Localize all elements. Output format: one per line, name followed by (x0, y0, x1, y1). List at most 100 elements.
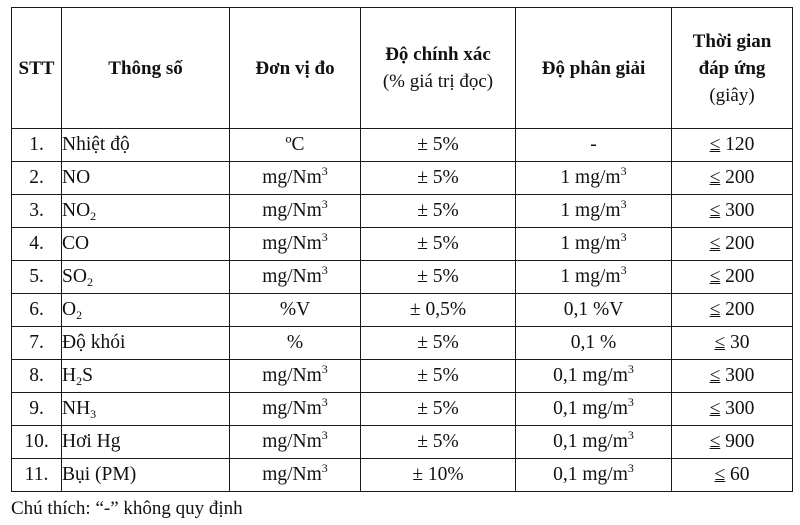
parameter-subscript: 3 (90, 407, 97, 421)
resolution-superscript: 3 (627, 461, 634, 475)
unit-superscript: 3 (321, 197, 328, 211)
table-row: 7. Độ khói% ± 5% 0,1 % ≤ 30 (11, 326, 793, 360)
cell-unit: mg/Nm3 (229, 161, 361, 195)
cell-response-time: ≤ 200 (671, 293, 793, 327)
cell-parameter: NO2 (61, 194, 230, 228)
resolution-text: 0,1 % (570, 332, 617, 353)
less-equal-symbol: ≤ (709, 431, 721, 452)
cell-parameter: O2 (61, 293, 230, 327)
parameter-subscript: 2 (76, 374, 83, 388)
cell-response-time: ≤ 200 (671, 161, 793, 195)
unit-text: ºC (285, 134, 305, 155)
cell-resolution: 0,1 mg/m3 (515, 425, 672, 459)
less-equal-symbol: ≤ (709, 233, 721, 254)
unit-text: %V (279, 299, 311, 320)
table-row: 11. Bụi (PM) mg/Nm3 ± 10% 0,1 mg/m3 ≤ 60 (11, 458, 793, 492)
response-time-value: 300 (720, 200, 755, 221)
less-equal-symbol: ≤ (709, 365, 721, 386)
unit-superscript: 3 (321, 362, 328, 376)
cell-resolution: 1 mg/m3 (515, 227, 672, 261)
parameter-subscript: 2 (90, 209, 97, 223)
header-row: STT Thông số Đơn vị đo Độ chính xác (% g… (11, 7, 793, 129)
header-accuracy: Độ chính xác (% giá trị đọc) (360, 7, 516, 129)
parameter-name: NO (62, 167, 91, 188)
less-equal-symbol: ≤ (714, 464, 726, 485)
cell-stt: 9. (11, 392, 62, 426)
cell-parameter: SO2 (61, 260, 230, 294)
table-row: 2. NO mg/Nm3 ± 5% 1 mg/m3 ≤ 200 (11, 161, 793, 195)
less-equal-symbol: ≤ (709, 266, 721, 287)
response-time-value: 200 (720, 299, 755, 320)
cell-unit: mg/Nm3 (229, 392, 361, 426)
parameter-name: CO (62, 233, 90, 254)
parameter-subscript: 2 (76, 308, 83, 322)
header-response-sub: (giây) (709, 84, 755, 106)
cell-accuracy: ± 5% (360, 128, 516, 162)
table-row: 10. Hơi Hg mg/Nm3 ± 5% 0,1 mg/m3 ≤ 900 (11, 425, 793, 459)
cell-accuracy: ± 5% (360, 326, 516, 360)
cell-resolution: 1 mg/m3 (515, 161, 672, 195)
response-time-value: 200 (720, 167, 755, 188)
unit-superscript: 3 (321, 395, 328, 409)
cell-accuracy: ± 0,5% (360, 293, 516, 327)
unit-text: mg/Nm (262, 167, 322, 188)
resolution-superscript: 3 (620, 263, 627, 277)
unit-text: mg/Nm (262, 464, 322, 485)
header-parameter: Thông số (61, 7, 230, 129)
cell-stt: 3. (11, 194, 62, 228)
cell-stt: 7. (11, 326, 62, 360)
less-equal-symbol: ≤ (709, 299, 721, 320)
unit-text: mg/Nm (262, 200, 322, 221)
cell-response-time: ≤ 300 (671, 194, 793, 228)
cell-accuracy: ± 5% (360, 392, 516, 426)
resolution-text: 0,1 %V (563, 299, 624, 320)
cell-stt: 4. (11, 227, 62, 261)
cell-parameter: Bụi (PM) (61, 458, 230, 492)
cell-response-time: ≤ 60 (671, 458, 793, 492)
cell-resolution: 0,1 %V (515, 293, 672, 327)
cell-stt: 10. (11, 425, 62, 459)
cell-unit: mg/Nm3 (229, 194, 361, 228)
cell-stt: 5. (11, 260, 62, 294)
cell-accuracy: ± 5% (360, 260, 516, 294)
cell-unit: mg/Nm3 (229, 458, 361, 492)
header-accuracy-sub: (% giá trị đọc) (382, 71, 494, 92)
cell-unit: mg/Nm3 (229, 227, 361, 261)
resolution-text: 0,1 mg/m (553, 464, 628, 485)
table-row: 8. H2S mg/Nm3 ± 5% 0,1 mg/m3 ≤ 300 (11, 359, 793, 393)
table-row: 9. NH3 mg/Nm3 ± 5% 0,1 mg/m3 ≤ 300 (11, 392, 793, 426)
header-resolution: Độ phân giải (515, 7, 672, 129)
unit-text: mg/Nm (262, 233, 322, 254)
response-time-value: 900 (720, 431, 755, 452)
resolution-text: 0,1 mg/m (553, 365, 628, 386)
parameter-name: NO (62, 200, 91, 221)
resolution-text: 1 mg/m (560, 167, 621, 188)
resolution-superscript: 3 (627, 428, 634, 442)
resolution-superscript: 3 (620, 164, 627, 178)
less-equal-symbol: ≤ (709, 200, 721, 221)
cell-response-time: ≤ 30 (671, 326, 793, 360)
cell-response-time: ≤ 200 (671, 227, 793, 261)
cell-accuracy: ± 5% (360, 161, 516, 195)
unit-text: mg/Nm (262, 431, 322, 452)
table-row: 1. Nhiệt độ ºC ± 5% - ≤ 120 (11, 128, 793, 162)
resolution-text: - (590, 134, 597, 155)
less-equal-symbol: ≤ (709, 134, 721, 155)
parameter-name: Nhiệt độ (62, 134, 130, 155)
response-time-value: 200 (720, 266, 755, 287)
cell-response-time: ≤ 120 (671, 128, 793, 162)
resolution-text: 1 mg/m (560, 233, 621, 254)
header-response-line2: đáp ứng (698, 57, 766, 79)
less-equal-symbol: ≤ (714, 332, 726, 353)
response-time-value: 120 (720, 134, 755, 155)
parameter-tail: S (82, 365, 93, 386)
unit-superscript: 3 (321, 428, 328, 442)
cell-accuracy: ± 5% (360, 425, 516, 459)
unit-text: mg/Nm (262, 266, 322, 287)
resolution-text: 1 mg/m (560, 266, 621, 287)
unit-superscript: 3 (321, 461, 328, 475)
resolution-superscript: 3 (627, 395, 634, 409)
parameter-name: H (62, 365, 77, 386)
cell-parameter: Hơi Hg (61, 425, 230, 459)
resolution-text: 1 mg/m (560, 200, 621, 221)
